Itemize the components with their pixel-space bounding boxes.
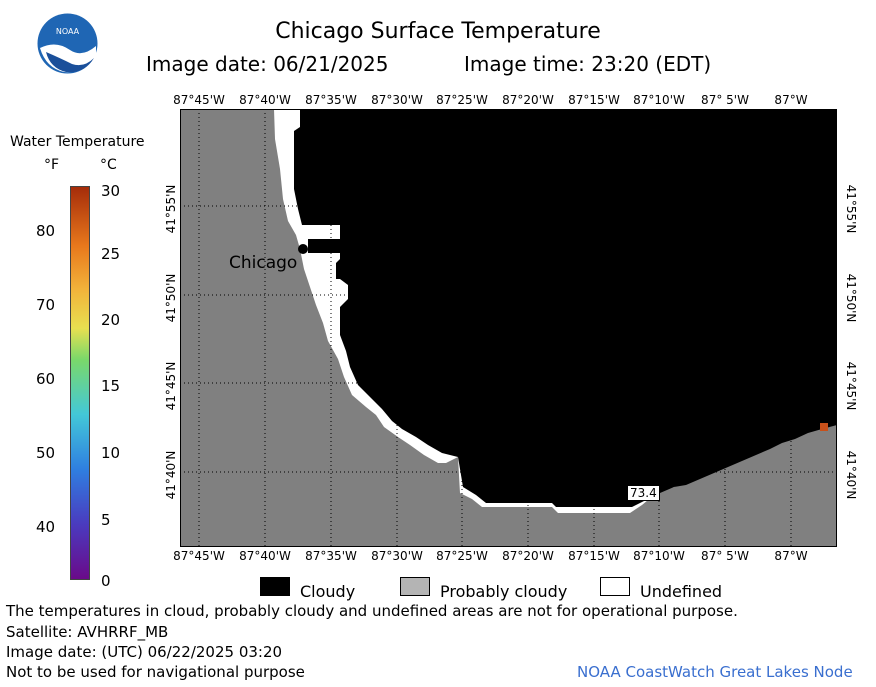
lon-label: 87°30'W xyxy=(371,93,423,107)
c-tick: 5 xyxy=(101,511,111,529)
lon-label: 87°W xyxy=(774,549,808,563)
nav-warning: Not to be used for navigational purpose xyxy=(6,663,305,681)
map-panel xyxy=(180,109,837,547)
legend-undefined-swatch xyxy=(600,577,630,596)
unit-celsius: °C xyxy=(100,157,117,173)
lon-label: 87°25'W xyxy=(436,549,488,563)
f-tick: 50 xyxy=(36,444,56,462)
colorbar xyxy=(70,186,90,580)
map-frame xyxy=(180,109,837,547)
c-tick: 10 xyxy=(101,444,121,462)
lon-label: 87°45'W xyxy=(173,93,225,107)
lat-label: 41°55'N xyxy=(844,184,858,234)
lon-label: 87°35'W xyxy=(305,549,357,563)
lon-label: 87°20'W xyxy=(502,93,554,107)
lon-label: 87°40'W xyxy=(239,93,291,107)
lat-label: 41°45'N xyxy=(164,361,178,411)
unit-fahrenheit: °F xyxy=(44,157,60,173)
lon-label: 87° 5'W xyxy=(701,549,749,563)
temp-marker: 73.4 xyxy=(627,485,660,501)
undefined-area xyxy=(302,225,340,239)
lat-label: 41°40'N xyxy=(844,450,858,500)
lon-label: 87°W xyxy=(774,93,808,107)
lon-label: 87°30'W xyxy=(371,549,423,563)
f-tick: 80 xyxy=(36,222,56,240)
lat-label: 41°50'N xyxy=(844,273,858,323)
graticule xyxy=(180,109,837,547)
f-tick: 40 xyxy=(36,518,56,536)
f-tick: 60 xyxy=(36,370,56,388)
legend-probably-cloudy-label: Probably cloudy xyxy=(440,582,568,601)
image-time: Image time: 23:20 (EDT) xyxy=(464,52,712,76)
utc-date: Image date: (UTC) 06/22/2025 03:20 xyxy=(6,643,283,661)
c-tick: 25 xyxy=(101,245,121,263)
lon-label: 87°40'W xyxy=(239,549,291,563)
lon-label: 87°25'W xyxy=(436,93,488,107)
legend-cloudy-swatch xyxy=(260,577,290,596)
lat-label: 41°45'N xyxy=(844,361,858,411)
legend-probably-cloudy-swatch xyxy=(400,577,430,596)
lon-label: 87°15'W xyxy=(568,549,620,563)
noaa-logo: NOAA xyxy=(36,12,99,75)
image-date: Image date: 06/21/2025 xyxy=(146,52,389,76)
warm-pixel xyxy=(820,423,828,431)
cloudy-water xyxy=(308,239,340,253)
lon-label: 87°20'W xyxy=(502,549,554,563)
lat-label: 41°55'N xyxy=(164,184,178,234)
lon-label: 87°15'W xyxy=(568,93,620,107)
c-tick: 20 xyxy=(101,311,121,329)
c-tick: 30 xyxy=(101,182,121,200)
chicago-label: Chicago xyxy=(229,253,298,273)
lon-label: 87°35'W xyxy=(305,93,357,107)
lon-label: 87°10'W xyxy=(633,549,685,563)
c-tick: 15 xyxy=(101,377,121,395)
page-title: Chicago Surface Temperature xyxy=(275,19,601,44)
lat-label: 41°50'N xyxy=(164,273,178,323)
credit: NOAA CoastWatch Great Lakes Node xyxy=(577,663,853,681)
logo-text: NOAA xyxy=(56,27,80,36)
lon-label: 87°10'W xyxy=(633,93,685,107)
legend-undefined-label: Undefined xyxy=(640,582,723,601)
legend-cloudy-label: Cloudy xyxy=(300,582,356,601)
satellite: Satellite: AVHRRF_MB xyxy=(6,623,169,641)
c-tick: 0 xyxy=(101,572,111,590)
chicago-marker xyxy=(298,244,308,254)
lon-label: 87° 5'W xyxy=(701,93,749,107)
f-tick: 70 xyxy=(36,296,56,314)
colorbar-title: Water Temperature xyxy=(10,134,145,150)
cloudy-water xyxy=(294,109,837,507)
lon-label: 87°45'W xyxy=(173,549,225,563)
lat-label: 41°40'N xyxy=(164,450,178,500)
disclaimer: The temperatures in cloud, probably clou… xyxy=(6,602,738,620)
